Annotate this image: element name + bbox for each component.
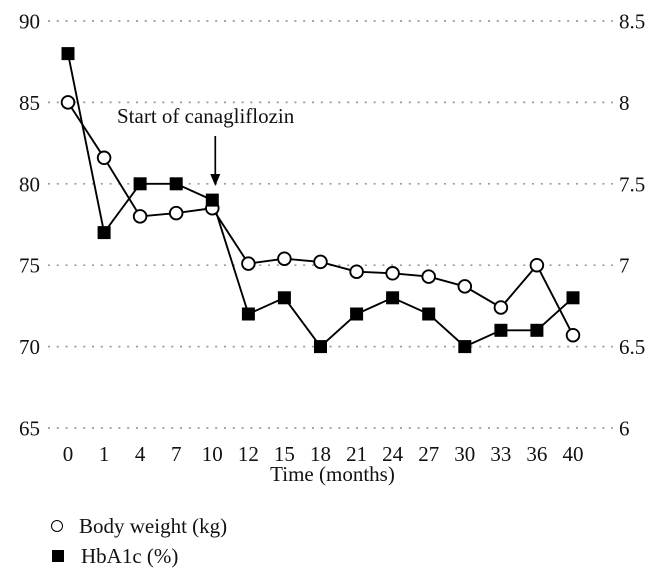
body-weight-point xyxy=(60,95,76,110)
body-weight-point xyxy=(493,300,509,315)
body-weight-point xyxy=(168,205,184,221)
y-right-tick-label: 6.5 xyxy=(619,335,645,359)
x-tick-label: 7 xyxy=(171,442,182,466)
x-axis-title: Time (months) xyxy=(270,462,395,486)
y-left-tick-label: 75 xyxy=(19,254,40,278)
body-weight-markers xyxy=(60,95,581,343)
hba1c-point xyxy=(97,226,111,240)
legend-item-hba1c: HbA1c (%) xyxy=(51,544,227,568)
x-tick-label: 27 xyxy=(418,442,439,466)
y-right-tick-label: 8 xyxy=(619,91,630,115)
x-tick-label: 33 xyxy=(490,442,511,466)
body-weight-point xyxy=(96,150,112,166)
x-tick-labels: 0 1 4 7 10 12 15 18 21 24 27 30 33 36 40 xyxy=(63,442,584,466)
body-weight-point xyxy=(565,327,581,343)
legend-label-hba1c: HbA1c (%) xyxy=(81,544,179,568)
gridlines xyxy=(48,20,613,429)
legend: Body weight (kg) HbA1c (%) xyxy=(51,514,227,568)
hba1c-point xyxy=(169,177,183,191)
hba1c-point xyxy=(133,177,147,191)
hba1c-point xyxy=(422,307,436,321)
y-right-tick-label: 8.5 xyxy=(619,10,645,34)
hba1c-point xyxy=(61,47,75,61)
body-weight-point xyxy=(421,269,436,284)
y-right-tick-label: 6 xyxy=(619,417,630,441)
annotation-start-of-canagliflozin: Start of canagliflozin xyxy=(117,104,295,128)
x-tick-label: 40 xyxy=(563,442,584,466)
y-left-tick-label: 90 xyxy=(19,10,40,34)
y-left-tick-label: 70 xyxy=(19,335,40,359)
y-left-tick-label: 85 xyxy=(19,91,40,115)
hba1c-point xyxy=(494,323,508,337)
hba1c-markers xyxy=(61,47,580,354)
x-tick-label: 21 xyxy=(346,442,367,466)
x-tick-label: 10 xyxy=(202,442,223,466)
open-circle-icon xyxy=(51,520,63,532)
x-tick-label: 1 xyxy=(99,442,110,466)
y-left-tick-labels: 90 85 80 75 70 65 xyxy=(19,10,40,441)
legend-label-body-weight: Body weight (kg) xyxy=(79,514,228,538)
annotation-arrow xyxy=(210,136,221,186)
body-weight-point xyxy=(277,251,292,266)
body-weight-point xyxy=(132,209,148,224)
y-left-tick-label: 65 xyxy=(19,417,40,441)
body-weight-point xyxy=(385,266,400,281)
x-tick-label: 0 xyxy=(63,442,74,466)
arrow-head-icon xyxy=(210,174,221,186)
y-right-tick-labels: 8.5 8 7.5 7 6.5 6 xyxy=(619,10,645,441)
filled-square-icon xyxy=(52,550,64,562)
x-tick-label: 15 xyxy=(274,442,295,466)
x-tick-label: 18 xyxy=(310,442,331,466)
hba1c-point xyxy=(566,291,580,305)
hba1c-point xyxy=(241,307,255,321)
body-weight-point xyxy=(241,256,256,271)
hba1c-point xyxy=(205,193,219,207)
hba1c-point xyxy=(350,307,364,321)
hba1c-point xyxy=(314,340,327,354)
hba1c-point xyxy=(277,291,291,305)
y-right-tick-label: 7 xyxy=(619,254,630,278)
x-tick-label: 30 xyxy=(454,442,475,466)
hba1c-point xyxy=(386,291,400,305)
body-weight-point xyxy=(349,264,364,279)
hba1c-point xyxy=(458,340,472,354)
hba1c-point xyxy=(530,323,544,337)
y-left-tick-label: 80 xyxy=(19,172,40,196)
x-tick-label: 36 xyxy=(526,442,547,466)
x-tick-label: 24 xyxy=(382,442,404,466)
body-weight-point xyxy=(529,257,545,273)
legend-item-body-weight: Body weight (kg) xyxy=(51,514,227,538)
body-weight-point xyxy=(313,254,328,270)
x-tick-label: 12 xyxy=(238,442,259,466)
x-tick-label: 4 xyxy=(135,442,146,466)
y-right-tick-label: 7.5 xyxy=(619,172,645,196)
body-weight-point xyxy=(457,279,473,294)
